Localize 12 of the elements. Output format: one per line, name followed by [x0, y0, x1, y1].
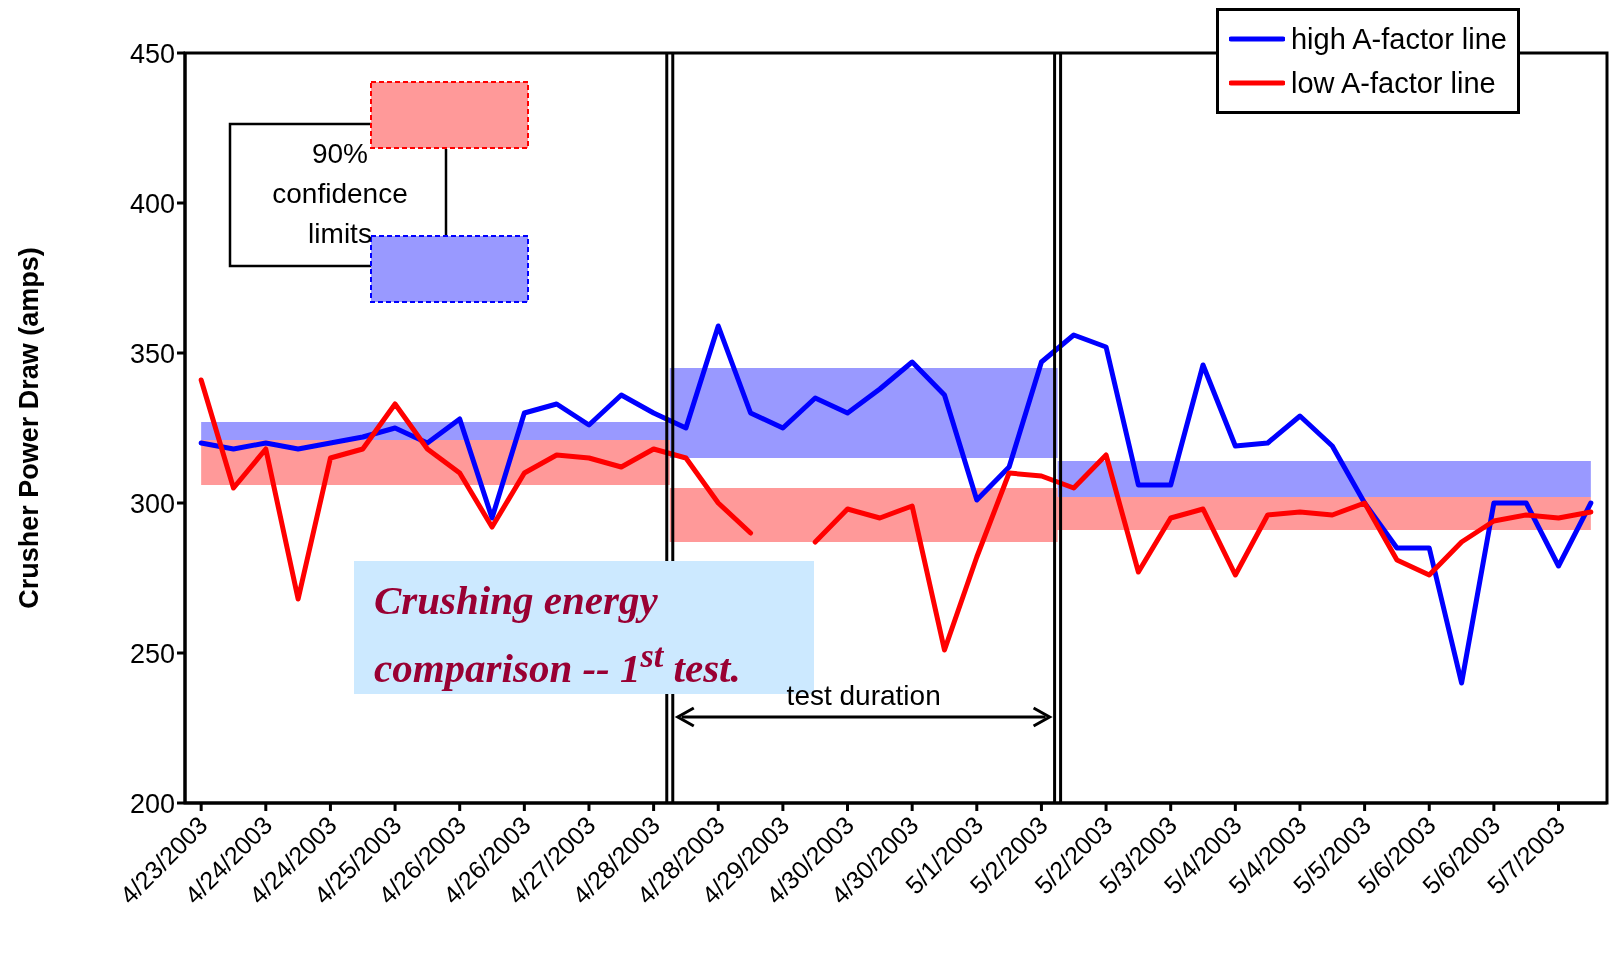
annotation: Crushing energy comparison -- 1$^{st}$ test. [374, 577, 741, 691]
y-tick-label: 300 [129, 488, 175, 519]
y-tick-label: 250 [129, 638, 175, 669]
annotation: test duration [786, 680, 941, 711]
y-tick-label: 400 [129, 188, 175, 219]
legend-label: low A-factor line [1290, 66, 1496, 100]
y-tick-label: 200 [129, 788, 175, 819]
y-tick-label: 350 [129, 338, 175, 369]
y-tick-label: 450 [129, 38, 175, 69]
legend-label: high A-factor line [1290, 22, 1507, 56]
y-axis-title: Crusher Power Draw (amps) [14, 247, 44, 609]
annotation: 90% confidence limits [271, 137, 409, 251]
